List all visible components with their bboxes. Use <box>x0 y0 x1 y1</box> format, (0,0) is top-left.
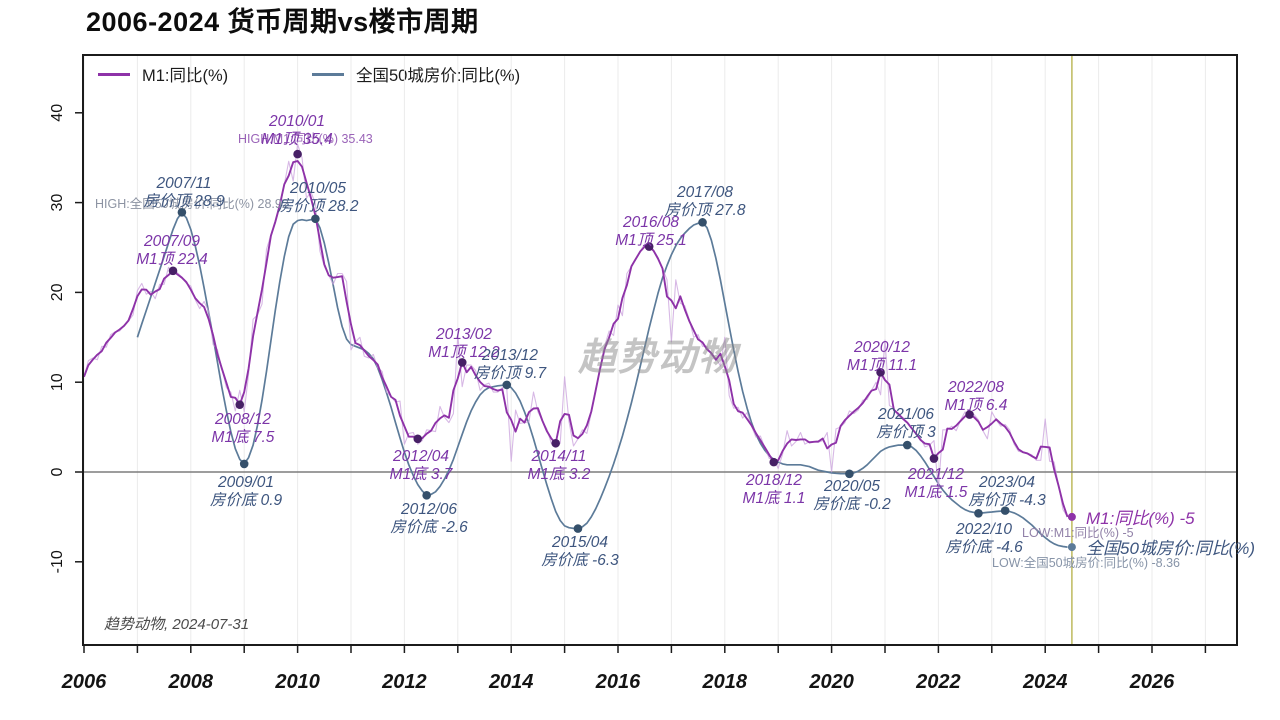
house-latest-label: 全国50城房价:同比(%) <box>1086 539 1255 558</box>
house-price-line <box>136 211 1068 548</box>
house-turning-point-dot <box>974 509 983 518</box>
house-turning-point-dot <box>902 440 912 450</box>
x-axis-label: 2008 <box>168 671 214 693</box>
house-turning-point-dot <box>177 207 187 217</box>
y-axis-label: 0 <box>49 467 66 476</box>
annotation-label: 房价底 0.9 <box>210 491 283 509</box>
y-axis-label: 20 <box>49 283 66 301</box>
annotation-label: M1底 3.7 <box>390 465 454 483</box>
house-latest-dot <box>1067 543 1076 552</box>
extreme-label: HIGH:M1:同比(%) 35.43 <box>238 132 373 146</box>
x-axis-label: 2024 <box>1022 671 1068 693</box>
annotation-date: 2016/08 <box>622 214 679 231</box>
annotation-label: 房价底 -4.6 <box>945 538 1023 556</box>
annotation-date: 2015/04 <box>551 534 608 551</box>
annotation-date: 2012/06 <box>400 501 457 518</box>
annotation-date: 2007/11 <box>156 175 212 192</box>
annotation-label: M1底 3.2 <box>528 465 591 483</box>
house-turning-point-dot <box>698 218 707 227</box>
m1-turning-point-dot <box>457 358 467 367</box>
page-title: 2006-2024 货币周期vs楼市周期 <box>86 7 479 37</box>
annotation-label: 房价顶 -4.3 <box>968 491 1046 509</box>
m1-smooth-line <box>83 160 1069 518</box>
m1-turning-point-dot <box>551 438 560 448</box>
annotation-label: M1底 1.5 <box>905 483 968 501</box>
annotation-label: 房价顶 28.2 <box>278 197 359 215</box>
annotation-date: 2013/02 <box>435 326 492 343</box>
house-turning-point-dot <box>239 459 249 469</box>
x-axis-label: 2016 <box>595 671 641 693</box>
x-axis-label: 2026 <box>1129 671 1175 693</box>
annotation-date: 2009/01 <box>217 474 274 491</box>
m1-turning-point-dot <box>876 368 885 377</box>
annotation-date: 2021/06 <box>877 406 934 423</box>
m1-turning-point-dot <box>644 242 654 251</box>
house-turning-point-dot <box>311 214 320 224</box>
annotation-label: 房价底 -0.2 <box>813 495 891 513</box>
y-axis-label: -10 <box>49 550 66 573</box>
watermark: 趋势动物 <box>578 337 739 379</box>
m1-turning-point-dot <box>293 149 302 159</box>
x-axis-label: 2006 <box>61 671 107 693</box>
plot-border <box>82 54 1238 646</box>
annotation-label: M1底 7.5 <box>212 428 275 446</box>
footnote: 趋势动物, 2024-07-31 <box>104 616 250 633</box>
y-axis-label: 10 <box>49 373 66 391</box>
m1-turning-point-dot <box>413 434 423 444</box>
annotation-label: M1顶 12.2 <box>428 344 500 361</box>
annotation-date: 2020/05 <box>823 478 880 495</box>
annotation-label: M1顶 22.4 <box>136 251 208 268</box>
m1-turning-point-dot <box>965 410 974 419</box>
annotation-date: 2018/12 <box>745 472 802 489</box>
house-turning-point-dot <box>573 524 583 533</box>
annotation-date: 2012/04 <box>392 448 449 465</box>
x-axis-label: 2020 <box>808 671 854 693</box>
extreme-label: LOW:M1:同比(%) -5 <box>1022 526 1134 540</box>
annotation-date: 2017/08 <box>676 184 733 201</box>
x-axis-label: 2014 <box>488 671 534 693</box>
annotation-date: 2007/09 <box>143 233 200 250</box>
extreme-label: LOW:全国50城房价:同比(%) -8.36 <box>992 555 1180 570</box>
annotation-date: 2022/10 <box>955 521 1012 538</box>
annotation-label: 房价顶 28.9 <box>144 192 225 210</box>
annotation-date: 2013/12 <box>481 347 538 364</box>
extreme-label: HIGH:全国50城房价:同比(%) 28.92 <box>95 196 289 211</box>
m1-turning-point-dot <box>929 454 939 463</box>
annotation-date: 2010/05 <box>289 180 346 197</box>
annotation-label: 房价顶 27.8 <box>665 201 746 219</box>
house-turning-point-dot <box>1000 506 1010 515</box>
annotation-date: 2010/01 <box>268 113 325 130</box>
y-axis-label: 40 <box>49 104 66 122</box>
annotation-label: M1顶 11.1 <box>847 357 917 374</box>
x-axis-label: 2010 <box>274 671 320 693</box>
m1-turning-point-dot <box>168 266 178 276</box>
x-axis-label: 2012 <box>381 671 427 693</box>
annotation-label: 房价底 -2.6 <box>390 518 468 536</box>
annotation-label: 房价顶 9.7 <box>474 364 548 382</box>
y-axis-label: 30 <box>49 194 66 212</box>
m1-latest-dot <box>1067 512 1076 521</box>
house-turning-point-dot <box>502 380 512 390</box>
annotation-date: 2021/12 <box>907 466 964 483</box>
annotation-label: M1顶 25.1 <box>615 232 687 249</box>
x-axis-label: 2022 <box>915 671 961 693</box>
annotation-label: 房价底 -6.3 <box>541 551 619 569</box>
x-axis-label: 2018 <box>702 671 748 693</box>
annotation-date: 2023/04 <box>978 474 1035 491</box>
m1-turning-point-dot <box>769 457 779 467</box>
annotation-label: M1底 1.1 <box>743 489 806 507</box>
annotation-label: M1顶 6.4 <box>945 397 1008 414</box>
annotation-date: 2014/11 <box>531 448 587 465</box>
annotation-label: M1顶 35.4 <box>261 131 333 148</box>
annotation-date: 2008/12 <box>214 411 271 428</box>
annotation-date: 2020/12 <box>853 339 910 356</box>
house-turning-point-dot <box>845 469 854 479</box>
annotation-label: 房价顶 3 <box>876 423 936 441</box>
m1-latest-label: M1:同比(%) -5 <box>1086 509 1195 528</box>
house-turning-point-dot <box>422 491 431 500</box>
annotation-date: 2022/08 <box>947 379 1004 396</box>
m1-turning-point-dot <box>235 400 245 409</box>
